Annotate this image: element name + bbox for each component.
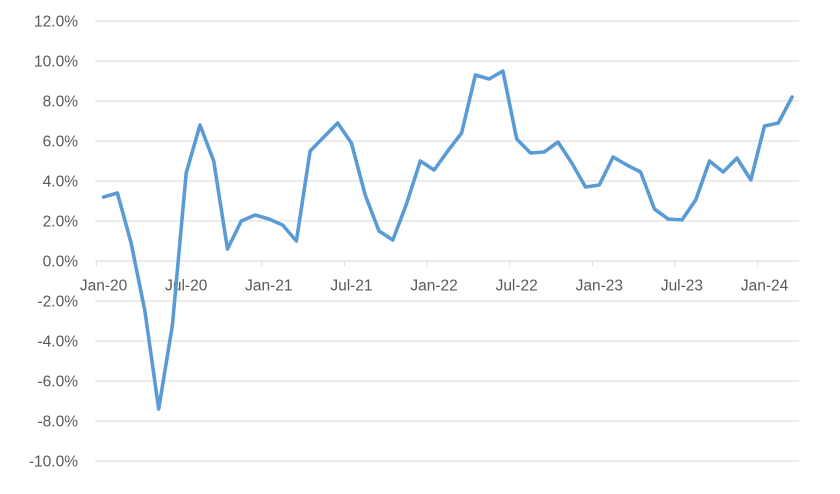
x-axis-label: Jan-24 [741, 278, 789, 295]
x-axis-label: Jul-21 [330, 278, 372, 295]
y-axis-label: -2.0% [38, 294, 79, 311]
x-axis-label: Jan-21 [245, 278, 292, 295]
x-axis-label: Jan-20 [80, 278, 128, 295]
x-axis-label: Jan-22 [410, 278, 457, 295]
series-line [101, 69, 794, 411]
y-axis-label: 10.0% [34, 54, 78, 71]
y-axis-label: 4.0% [43, 174, 79, 191]
y-axis-label: 2.0% [43, 214, 79, 231]
y-axis-label: 6.0% [43, 134, 79, 151]
y-axis-label: -8.0% [38, 414, 79, 431]
y-axis-label: -6.0% [38, 374, 79, 391]
y-axis-label: 8.0% [43, 94, 79, 111]
x-axis-label: Jul-20 [165, 278, 208, 295]
y-axis-label: -4.0% [38, 334, 79, 351]
x-axis-label: Jul-22 [496, 278, 538, 295]
x-axis-label: Jul-23 [661, 278, 703, 295]
y-axis-label: 12.0% [34, 14, 78, 31]
y-axis-label: -10.0% [29, 454, 78, 471]
x-axis-label: Jan-23 [576, 278, 623, 295]
y-axis-label: 0.0% [43, 254, 79, 271]
